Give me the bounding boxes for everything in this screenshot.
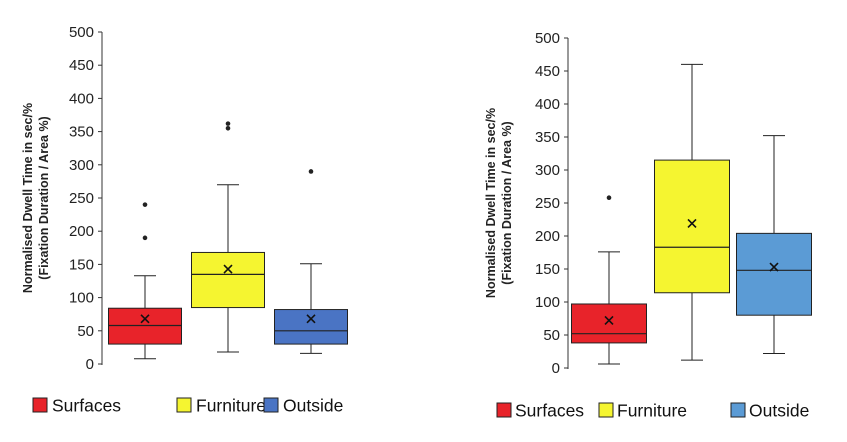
- outlier-point: [142, 202, 148, 207]
- mean-marker: [604, 315, 614, 326]
- box-outside: [736, 135, 812, 354]
- y-tick-label: 0: [552, 360, 560, 377]
- y-tick-label: 150: [535, 261, 560, 278]
- y-tick-label: 250: [69, 190, 94, 207]
- chart-1: 0 50 100 150 200 250 300 350 400 450 500 Normalised…: [21, 24, 348, 416]
- y-tick-label: 0: [86, 356, 94, 373]
- mean-marker: [769, 262, 779, 272]
- box-surfaces: [108, 202, 182, 360]
- legend-label-outside: Outside: [283, 396, 343, 416]
- mean-marker: [223, 264, 233, 274]
- y-axis-label-line: Normalised Dwell Time in sec/%: [484, 108, 498, 298]
- box-furniture: [654, 63, 730, 361]
- mean-marker: [306, 314, 316, 324]
- y-axis-label: Normalised Dwell Time in sec/% (Fixation …: [484, 108, 514, 298]
- y-tick-label: 200: [535, 228, 560, 245]
- y-tick-label: 400: [535, 96, 560, 113]
- y-tick-label: 450: [535, 63, 560, 80]
- legend-label-outside: Outside: [749, 401, 809, 421]
- chart-2: 0 50 100 150 200 250 300 350 400 450 500 Normalised…: [484, 30, 812, 421]
- box-furniture: [191, 121, 265, 353]
- y-tick-label: 250: [535, 195, 560, 212]
- legend-swatch-furniture: [176, 397, 192, 413]
- y-axis-label: Normalised Dwell Time in sec/% (Fixation …: [21, 103, 51, 293]
- legend-swatch-outside: [730, 402, 746, 418]
- outlier-point: [225, 121, 231, 126]
- y-tick-label: 300: [535, 162, 560, 179]
- legend-swatch-furniture: [598, 402, 614, 418]
- box-iqr: [108, 307, 182, 345]
- y-axis-label-line: Normalised Dwell Time in sec/%: [21, 103, 35, 293]
- legend-swatch-surfaces: [32, 397, 48, 413]
- legend-label-surfaces: Surfaces: [52, 396, 121, 416]
- y-tick-label: 100: [69, 290, 94, 307]
- y-tick-label: 300: [69, 157, 94, 174]
- y-tick-label: 450: [69, 57, 94, 74]
- y-axis-label-line: (Fixation Duration / Area %): [500, 121, 514, 284]
- outlier-point: [142, 235, 148, 241]
- y-tick-label: 400: [69, 90, 94, 107]
- outlier-point: [225, 125, 231, 131]
- legend-label-furniture: Furniture: [196, 396, 266, 416]
- legend-swatch-surfaces: [496, 402, 512, 418]
- outlier-point: [606, 195, 612, 201]
- y-tick-label: 50: [543, 327, 560, 344]
- box-iqr: [654, 159, 730, 294]
- legend-swatch-outside: [263, 397, 279, 413]
- y-tick-label: 350: [535, 129, 560, 146]
- legend-label-furniture: Furniture: [617, 401, 687, 421]
- legend: Surfaces Furniture Outside: [32, 396, 343, 416]
- mean-marker: [140, 314, 150, 324]
- y-tick-label: 500: [69, 24, 94, 41]
- box-outside: [274, 169, 348, 354]
- outlier-point: [308, 169, 314, 174]
- box-iqr: [571, 303, 647, 344]
- y-axis-label-line: (Fixation Duration / Area %): [37, 116, 51, 279]
- y-tick-label: 350: [69, 124, 94, 141]
- y-tick-label: 150: [69, 256, 94, 273]
- legend-label-surfaces: Surfaces: [515, 401, 584, 421]
- mean-marker: [687, 218, 697, 229]
- box-iqr: [274, 309, 348, 345]
- box-iqr: [736, 232, 812, 316]
- y-tick-label: 100: [535, 294, 560, 311]
- y-tick-label: 500: [535, 30, 560, 47]
- box-iqr: [191, 251, 265, 309]
- legend: Surfaces Furniture Outside: [496, 401, 809, 421]
- y-tick-label: 200: [69, 223, 94, 240]
- box-surfaces: [571, 195, 647, 365]
- y-tick-label: 50: [77, 323, 94, 340]
